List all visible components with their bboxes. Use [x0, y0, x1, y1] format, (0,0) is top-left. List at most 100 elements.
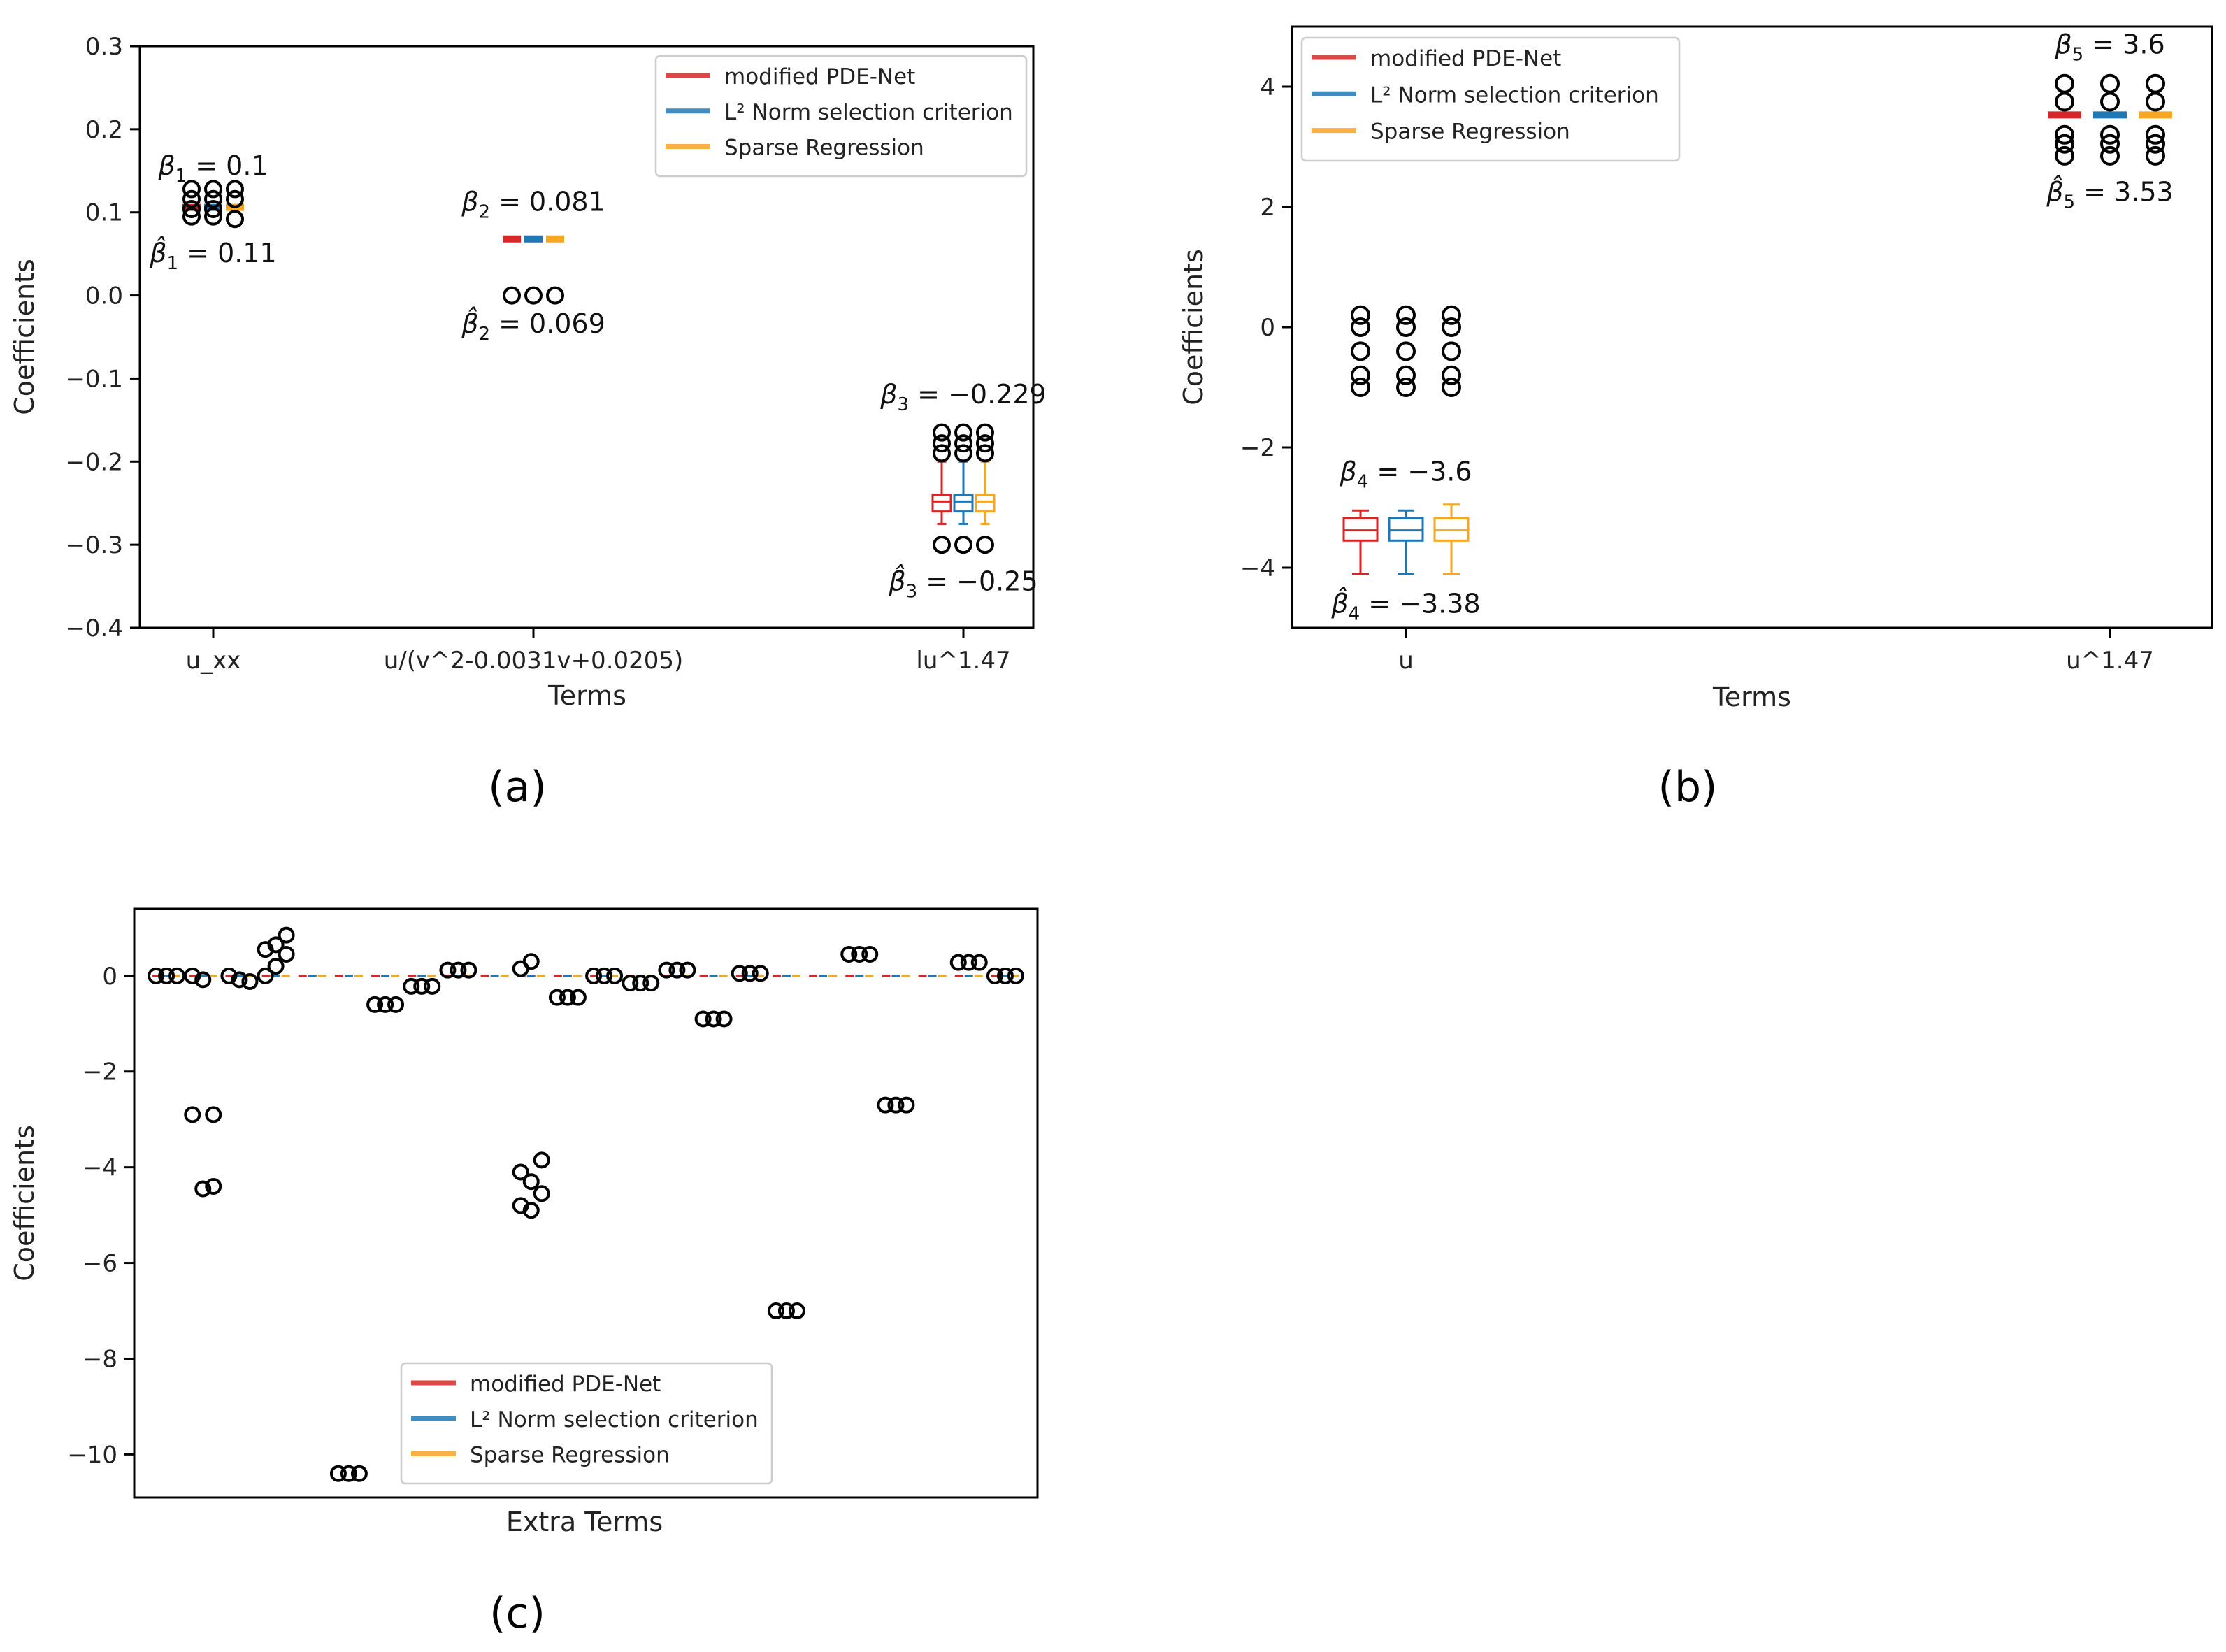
- c-flier-5-0: [329, 1465, 347, 1482]
- b-flier-2-0-3: [1442, 365, 1461, 385]
- b-flier-0-0-1: [1351, 317, 1370, 337]
- c-flier-12-1: [596, 967, 613, 984]
- c-flier-5-1: [340, 1465, 357, 1482]
- a-legend-label-2: Sparse Regression: [724, 136, 924, 161]
- c-flier-2-2: [241, 973, 259, 991]
- c-flier-17-1: [777, 1302, 795, 1320]
- a-flier-1-2-2: [954, 444, 972, 463]
- c-legend-box: [400, 1362, 773, 1485]
- b-flier-2-1-3: [2146, 134, 2165, 154]
- a-flier-0-0-1: [182, 189, 201, 208]
- a-box-2-2-box: [975, 494, 996, 513]
- c-flier-19-0: [840, 946, 858, 963]
- c-ytick-label: 0: [102, 963, 117, 991]
- b-ytick-label: −4: [1240, 554, 1275, 582]
- c-flier-7-1: [413, 977, 431, 995]
- a-xlabel: Terms: [547, 680, 626, 711]
- b-ytick-label: 0: [1260, 314, 1275, 342]
- c-legend-label-2: Sparse Regression: [470, 1443, 670, 1468]
- b-flier-1-1-2: [2100, 124, 2120, 145]
- a-flier-0-0-2: [182, 199, 201, 218]
- c-flier-3-2: [278, 946, 295, 963]
- b-flier-1-1-3: [2100, 134, 2120, 154]
- a-flier-1-0-2: [204, 199, 222, 218]
- c-flier-10-1: [522, 953, 540, 970]
- c-ytick-label: −8: [82, 1345, 117, 1373]
- b-flier-1-0-4: [1396, 378, 1416, 397]
- a-flier-0-0-0: [182, 180, 201, 199]
- a-flier-2-2-1: [976, 434, 994, 453]
- b-flier-2-0-0: [1442, 305, 1461, 325]
- b-legend-label-0: modified PDE-Net: [1370, 46, 1561, 71]
- c-flier-3-4: [267, 936, 285, 954]
- a-ytick-label: 0.2: [85, 116, 123, 144]
- c-legend-label-0: modified PDE-Net: [470, 1372, 661, 1397]
- a-flier-2-0-2: [226, 210, 244, 229]
- c-flier-3-0: [257, 967, 274, 984]
- a-flier-1-1-0: [524, 286, 543, 305]
- c-flier-10-4: [522, 1173, 540, 1191]
- b-beta5: β5 = 3.6: [2054, 29, 2164, 66]
- a-flier-1-0-3: [204, 207, 222, 226]
- a-ytick-label: −0.1: [65, 365, 123, 393]
- b-xlabel: Terms: [1712, 682, 1791, 712]
- b-flier-2-1-0: [2146, 73, 2165, 94]
- a-flier-1-0-1: [204, 189, 222, 208]
- b-legend-label-2: Sparse Regression: [1370, 120, 1570, 145]
- a-flier-1-0-0: [204, 180, 222, 199]
- a-ytick-label: −0.3: [65, 531, 123, 559]
- c-flier-1-3: [184, 1106, 201, 1123]
- b-flier-1-0-2: [1396, 341, 1416, 361]
- panel-c-label: (c): [489, 1589, 545, 1638]
- a-xtick-label: u_xx: [186, 647, 241, 675]
- c-flier-15-0: [694, 1010, 712, 1028]
- c-flier-15-2: [715, 1010, 733, 1028]
- b-flier-0-1-0: [2055, 73, 2074, 94]
- a-flier-2-0-1: [226, 189, 244, 208]
- a-ytick-label: 0.3: [85, 33, 123, 61]
- c-flier-7-0: [403, 977, 420, 995]
- c-flier-0-1: [158, 967, 175, 984]
- c-flier-13-2: [642, 975, 660, 992]
- b-xtick-label: u: [1398, 647, 1414, 675]
- a-flier-0-2-3: [933, 536, 951, 554]
- c-flier-14-1: [668, 961, 686, 979]
- c-flier-20-1: [887, 1096, 905, 1114]
- a-legend-box: [654, 55, 1028, 178]
- b-flier-2-1-4: [2146, 145, 2165, 166]
- a-flier-0-2-0: [933, 423, 951, 442]
- c-flier-2-1: [231, 971, 248, 989]
- c-flier-16-0: [731, 965, 748, 982]
- c-xlabel: Extra Terms: [506, 1507, 663, 1537]
- c-flier-8-0: [439, 961, 457, 979]
- b-ytick-label: −2: [1240, 434, 1275, 462]
- c-flier-20-0: [877, 1096, 894, 1114]
- c-flier-15-1: [705, 1010, 722, 1028]
- a-betahat3: β̂3 = −0.25: [888, 565, 1037, 603]
- c-flier-17-2: [788, 1302, 805, 1320]
- b-flier-1-1-4: [2100, 145, 2120, 166]
- c-flier-23-0: [986, 967, 1003, 984]
- a-box-0-2-box: [931, 494, 952, 513]
- a-flier-2-2-3: [976, 536, 994, 554]
- a-box-1-2-box: [953, 494, 974, 513]
- c-legend-label-1: L² Norm selection criterion: [470, 1407, 759, 1432]
- c-flier-23-1: [996, 967, 1014, 984]
- c-flier-2-0: [220, 967, 238, 984]
- b-flier-0-0-3: [1351, 365, 1370, 385]
- a-flier-0-2-2: [933, 444, 951, 463]
- b-flier-1-1-0: [2100, 73, 2120, 94]
- c-flier-10-3: [512, 1163, 529, 1181]
- a-flier-1-2-0: [954, 423, 972, 442]
- a-beta2: β2 = 0.081: [461, 186, 605, 222]
- c-flier-8-1: [450, 961, 467, 979]
- c-flier-14-2: [679, 961, 696, 979]
- c-flier-13-0: [622, 975, 639, 992]
- c-flier-11-0: [548, 989, 566, 1006]
- c-flier-19-2: [861, 946, 879, 963]
- b-flier-0-1-2: [2055, 124, 2074, 145]
- a-flier-0-2-1: [933, 434, 951, 453]
- b-ytick-label: 2: [1260, 194, 1275, 222]
- c-flier-8-2: [460, 961, 477, 979]
